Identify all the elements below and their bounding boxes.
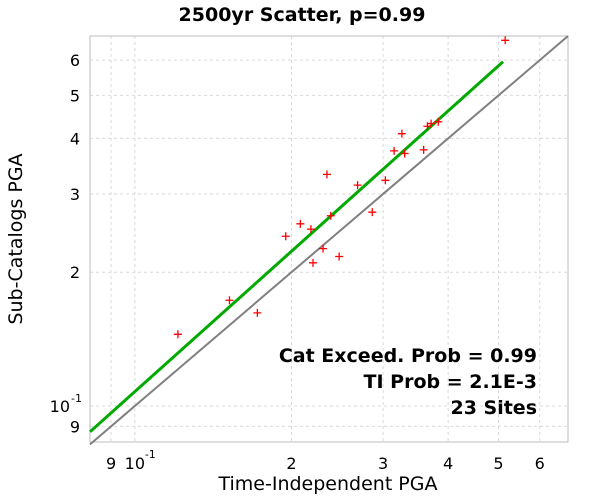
- plot-frame: [89, 35, 569, 443]
- data-point-20: [434, 117, 443, 126]
- x-tick-label-1: 10: [125, 454, 145, 473]
- y-tick-exponent-1: -1: [71, 392, 82, 405]
- data-point-19: [427, 119, 436, 128]
- annotation-cat-exceed: Cat Exceed. Prob = 0.99: [279, 345, 537, 367]
- data-point-2: [253, 308, 262, 317]
- data-point-16: [400, 149, 409, 158]
- chart-title: 2500yr Scatter, p=0.99: [179, 4, 426, 26]
- data-point-15: [397, 129, 406, 138]
- data-point-3: [281, 232, 290, 241]
- y-axis-ticks: 910 -1 2 3 4 5 6: [50, 51, 82, 436]
- x-tick-label-3: 3: [378, 454, 388, 473]
- data-point-1: [225, 296, 234, 305]
- y-tick-label-4: 4: [70, 129, 80, 148]
- data-point-5: [306, 225, 315, 234]
- x-tick-label-0: 9: [106, 454, 116, 473]
- y-tick-label-6: 6: [70, 51, 80, 70]
- grid-lines: [90, 36, 568, 442]
- x-tick-label-4: 4: [443, 454, 453, 473]
- data-point-17: [419, 145, 428, 154]
- x-tick-exponent-1: -1: [145, 448, 156, 461]
- data-point-21: [501, 36, 510, 45]
- data-points: [173, 36, 510, 339]
- x-tick-label-5: 5: [493, 454, 503, 473]
- y-tick-label-5: 5: [70, 86, 80, 105]
- data-point-6: [309, 258, 318, 267]
- annotation-ti-prob: TI Prob = 2.1E-3: [364, 371, 538, 393]
- y-tick-label-2: 2: [70, 263, 80, 282]
- data-point-8: [322, 170, 331, 179]
- y-tick-label-0: 9: [70, 417, 80, 436]
- data-point-12: [368, 208, 377, 217]
- y-tick-label-1: 10: [50, 397, 70, 416]
- data-point-0: [173, 330, 182, 339]
- data-point-14: [390, 146, 399, 155]
- x-tick-label-6: 6: [535, 454, 545, 473]
- identity-line: [89, 35, 569, 446]
- y-axis-label: Sub-Catalogs PGA: [5, 153, 27, 324]
- data-point-13: [381, 176, 390, 185]
- data-point-10: [335, 252, 344, 261]
- data-point-9: [326, 211, 335, 220]
- data-point-4: [296, 219, 305, 228]
- x-axis-label: Time-Independent PGA: [217, 473, 437, 495]
- annotation-site-count: 23 Sites: [450, 397, 537, 419]
- x-axis-ticks: 9 10 -1 2 3 4 5 6: [106, 448, 545, 473]
- x-tick-label-2: 2: [286, 454, 296, 473]
- y-tick-label-3: 3: [70, 185, 80, 204]
- data-point-11: [353, 181, 362, 190]
- data-point-7: [319, 244, 328, 253]
- annotation-block: Cat Exceed. Prob = 0.99 TI Prob = 2.1E-3…: [279, 345, 537, 419]
